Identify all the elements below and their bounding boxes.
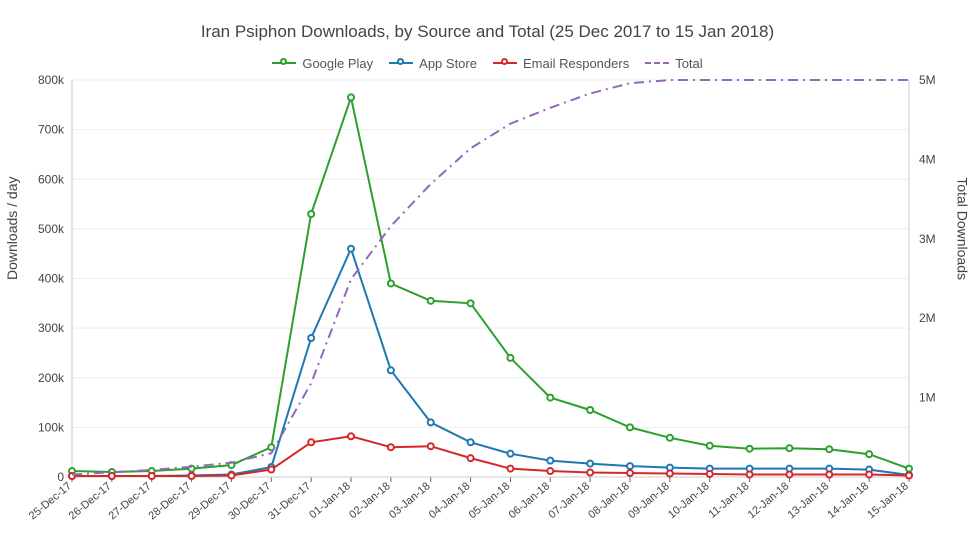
svg-text:06-Jan-18: 06-Jan-18 [507, 480, 553, 521]
series-point[interactable] [667, 471, 673, 477]
series-point[interactable] [906, 473, 912, 479]
series-point[interactable] [388, 280, 394, 286]
svg-text:05-Jan-18: 05-Jan-18 [467, 480, 513, 521]
series-point[interactable] [507, 451, 513, 457]
series-point[interactable] [507, 466, 513, 472]
svg-text:700k: 700k [38, 123, 65, 137]
svg-text:28-Dec-17: 28-Dec-17 [146, 480, 193, 522]
svg-text:08-Jan-18: 08-Jan-18 [586, 480, 632, 521]
series-point[interactable] [627, 463, 633, 469]
series-point[interactable] [826, 472, 832, 478]
series-point[interactable] [268, 467, 274, 473]
series-point[interactable] [826, 446, 832, 452]
svg-text:600k: 600k [38, 172, 65, 186]
series-point[interactable] [228, 473, 234, 479]
series-point[interactable] [587, 407, 593, 413]
series-point[interactable] [627, 424, 633, 430]
series-point[interactable] [707, 471, 713, 477]
series-point[interactable] [468, 439, 474, 445]
series-point[interactable] [109, 473, 115, 479]
series-point[interactable] [149, 473, 155, 479]
series-point[interactable] [468, 455, 474, 461]
svg-text:10-Jan-18: 10-Jan-18 [666, 480, 712, 521]
series-point[interactable] [388, 444, 394, 450]
svg-text:1M: 1M [919, 391, 936, 405]
series-point[interactable] [747, 446, 753, 452]
svg-text:14-Jan-18: 14-Jan-18 [825, 480, 871, 521]
series-point[interactable] [906, 466, 912, 472]
series-point[interactable] [587, 470, 593, 476]
chart-plot: 0100k200k300k400k500k600k700k800k1M2M3M4… [0, 0, 975, 549]
series-point[interactable] [587, 461, 593, 467]
series-point[interactable] [507, 355, 513, 361]
series-point[interactable] [428, 298, 434, 304]
series-line[interactable] [72, 249, 909, 476]
svg-text:04-Jan-18: 04-Jan-18 [427, 480, 473, 521]
series-point[interactable] [348, 433, 354, 439]
svg-text:02-Jan-18: 02-Jan-18 [347, 480, 393, 521]
series-point[interactable] [308, 211, 314, 217]
series-point[interactable] [308, 335, 314, 341]
series-point[interactable] [547, 468, 553, 474]
svg-text:07-Jan-18: 07-Jan-18 [546, 480, 592, 521]
svg-text:03-Jan-18: 03-Jan-18 [387, 480, 433, 521]
series-line[interactable] [72, 97, 909, 472]
series-point[interactable] [547, 395, 553, 401]
svg-text:30-Dec-17: 30-Dec-17 [226, 480, 273, 522]
series-point[interactable] [428, 443, 434, 449]
svg-text:12-Jan-18: 12-Jan-18 [746, 480, 792, 521]
series-line[interactable] [72, 80, 909, 475]
series-point[interactable] [428, 419, 434, 425]
svg-text:13-Jan-18: 13-Jan-18 [786, 480, 832, 521]
series-point[interactable] [786, 445, 792, 451]
svg-text:500k: 500k [38, 222, 65, 236]
svg-text:3M: 3M [919, 232, 936, 246]
svg-text:400k: 400k [38, 272, 65, 286]
series-point[interactable] [747, 472, 753, 478]
series-point[interactable] [468, 300, 474, 306]
series-point[interactable] [627, 470, 633, 476]
svg-text:31-Dec-17: 31-Dec-17 [266, 480, 313, 522]
series-point[interactable] [707, 443, 713, 449]
series-point[interactable] [547, 458, 553, 464]
svg-text:800k: 800k [38, 73, 65, 87]
series-point[interactable] [308, 439, 314, 445]
svg-text:15-Jan-18: 15-Jan-18 [865, 480, 911, 521]
svg-text:09-Jan-18: 09-Jan-18 [626, 480, 672, 521]
svg-text:11-Jan-18: 11-Jan-18 [706, 480, 751, 521]
svg-text:200k: 200k [38, 371, 65, 385]
svg-text:100k: 100k [38, 420, 65, 434]
series-point[interactable] [189, 473, 195, 479]
svg-text:5M: 5M [919, 73, 936, 87]
svg-text:29-Dec-17: 29-Dec-17 [186, 480, 233, 522]
svg-text:26-Dec-17: 26-Dec-17 [67, 480, 114, 522]
chart-container: { "title": "Iran Psiphon Downloads, by S… [0, 0, 975, 549]
series-point[interactable] [348, 246, 354, 252]
series-point[interactable] [388, 367, 394, 373]
svg-text:2M: 2M [919, 311, 936, 325]
svg-text:25-Dec-17: 25-Dec-17 [27, 480, 74, 522]
series-point[interactable] [348, 94, 354, 100]
svg-text:27-Dec-17: 27-Dec-17 [107, 480, 154, 522]
series-line[interactable] [72, 436, 909, 476]
series-point[interactable] [866, 451, 872, 457]
svg-text:300k: 300k [38, 321, 65, 335]
svg-text:4M: 4M [919, 152, 936, 166]
series-point[interactable] [667, 435, 673, 441]
svg-text:01-Jan-18: 01-Jan-18 [307, 480, 353, 521]
series-point[interactable] [786, 472, 792, 478]
series-point[interactable] [866, 472, 872, 478]
